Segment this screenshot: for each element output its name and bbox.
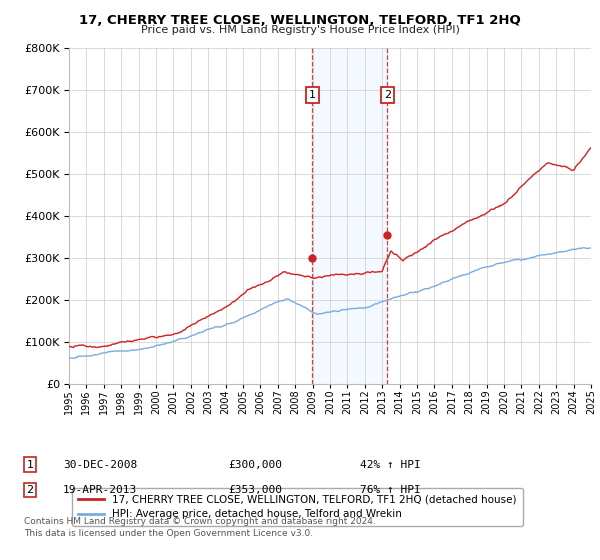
Text: 76% ↑ HPI: 76% ↑ HPI: [360, 485, 421, 495]
Bar: [313, 48, 388, 384]
Text: £353,000: £353,000: [228, 485, 282, 495]
Text: 2: 2: [384, 90, 391, 100]
Text: £300,000: £300,000: [228, 460, 282, 470]
Text: 1: 1: [309, 90, 316, 100]
Text: This data is licensed under the Open Government Licence v3.0.: This data is licensed under the Open Gov…: [24, 529, 313, 538]
Text: 2: 2: [26, 485, 34, 495]
Text: 42% ↑ HPI: 42% ↑ HPI: [360, 460, 421, 470]
Legend: 17, CHERRY TREE CLOSE, WELLINGTON, TELFORD, TF1 2HQ (detached house), HPI: Avera: 17, CHERRY TREE CLOSE, WELLINGTON, TELFO…: [71, 488, 523, 526]
Text: 19-APR-2013: 19-APR-2013: [63, 485, 137, 495]
Text: 30-DEC-2008: 30-DEC-2008: [63, 460, 137, 470]
Text: Contains HM Land Registry data © Crown copyright and database right 2024.: Contains HM Land Registry data © Crown c…: [24, 517, 376, 526]
Text: Price paid vs. HM Land Registry's House Price Index (HPI): Price paid vs. HM Land Registry's House …: [140, 25, 460, 35]
Text: 1: 1: [26, 460, 34, 470]
Text: 17, CHERRY TREE CLOSE, WELLINGTON, TELFORD, TF1 2HQ: 17, CHERRY TREE CLOSE, WELLINGTON, TELFO…: [79, 14, 521, 27]
